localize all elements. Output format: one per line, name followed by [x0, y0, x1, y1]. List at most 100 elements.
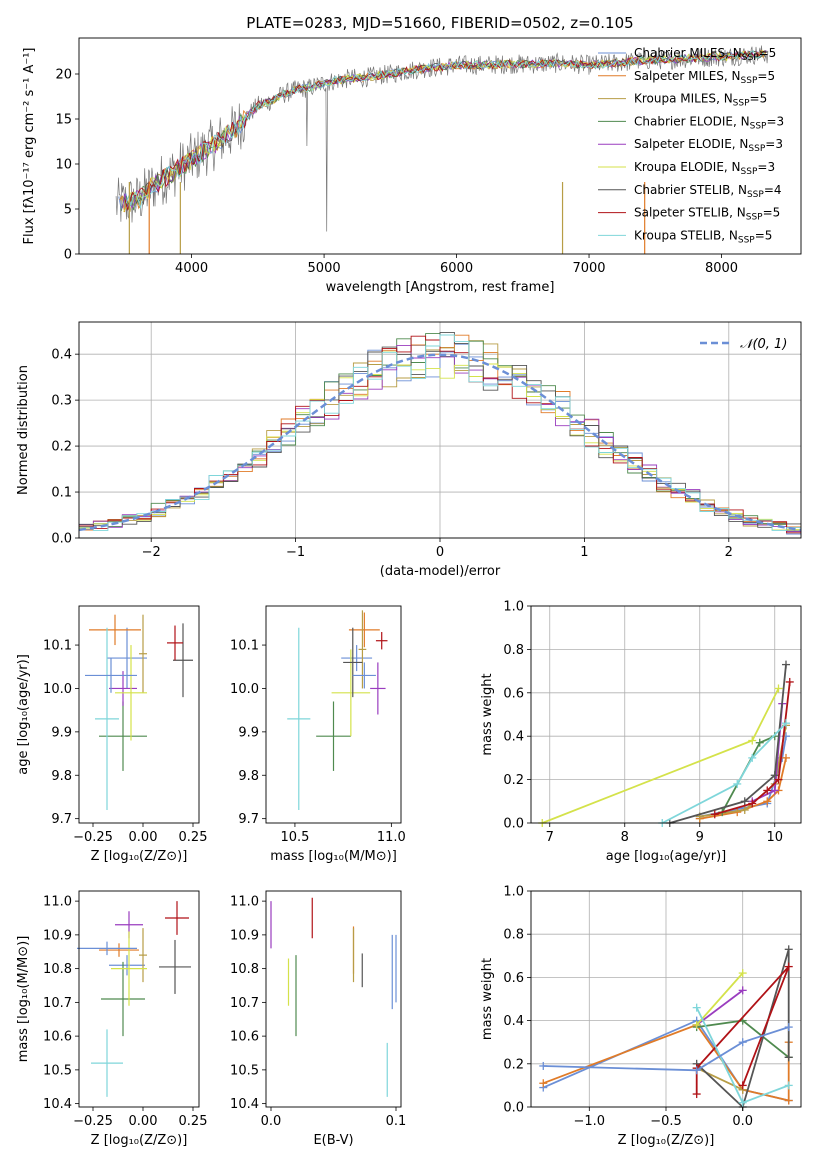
legend-sep: , N	[716, 92, 733, 106]
plus-marker	[784, 962, 793, 971]
legend-subscript: SSP	[747, 190, 764, 200]
x-axis-label: Z [log₁₀(Z/Z⊙)]	[618, 1133, 715, 1148]
legend-model-name: Kroupa ELODIE	[634, 160, 724, 174]
legend-subscript: SSP	[741, 76, 758, 86]
y-tick-label: 0.8	[503, 928, 524, 943]
model-spectrum-line	[123, 50, 767, 208]
y-tick-label: 10.6	[43, 1030, 72, 1045]
mass-weight-series-line	[695, 965, 790, 1094]
mass-vs-z-panel: −0.25 0.00 0.25 10.4 10.5 10.6 10.7 10.8 10.9 11.…	[16, 890, 208, 1148]
y-tick-label: 10.8	[230, 962, 259, 977]
data-point-errorbar	[115, 645, 147, 741]
y-tick-label: 0.6	[503, 686, 524, 701]
plot-area	[85, 614, 193, 810]
plot-area	[538, 660, 794, 827]
x-tick-label: 0.00	[129, 830, 158, 845]
legend-model-name: Kroupa STELIB	[634, 228, 721, 242]
legend-subscript: SSP	[733, 99, 750, 109]
legend-nssp: 4	[774, 183, 782, 197]
y-tick-label: 0.8	[503, 643, 524, 658]
legend-sep: , N	[733, 114, 750, 128]
plot-area	[270, 897, 397, 1097]
x-axis-label: (data-model)/error	[380, 564, 501, 579]
data-point-errorbar	[77, 941, 137, 956]
x-tick-label: 1	[580, 545, 588, 560]
plus-marker	[782, 753, 790, 762]
y-tick-label: 10.5	[230, 1063, 259, 1078]
x-tick-label: 7	[546, 830, 554, 845]
y-tick-label: 9.7	[238, 812, 259, 827]
plot-area	[115, 45, 769, 254]
y-tick-label: 9.9	[51, 725, 72, 740]
y-tick-label: 0.0	[51, 532, 72, 547]
residual-histogram-step	[79, 334, 801, 531]
y-axis-label: mass weight	[480, 673, 495, 755]
legend-eq: =	[763, 206, 773, 220]
plus-marker	[782, 719, 790, 728]
x-tick-label: −0.25	[73, 1114, 113, 1129]
plus-marker	[539, 1079, 548, 1088]
plus-marker	[692, 1090, 701, 1099]
y-tick-label: 10.1	[230, 639, 259, 654]
plus-marker	[738, 986, 747, 995]
y-tick-label: 5	[64, 203, 72, 218]
legend-subscript: SSP	[750, 121, 767, 131]
y-tick-label: 1.0	[503, 885, 524, 900]
ticks: −2 −1 0 1 2 0.0 0.1 0.2 0.3 0.4	[51, 348, 733, 560]
plus-marker	[692, 1066, 701, 1075]
y-tick-label: 20	[55, 68, 72, 83]
plus-marker	[740, 797, 749, 806]
normal-reference-curve	[78, 353, 802, 532]
ticks: 4000 5000 6000 7000 8000 0 5 10 15 20	[55, 68, 738, 277]
y-tick-label: 9.8	[51, 769, 72, 784]
plus-marker	[774, 684, 783, 693]
plus-marker	[774, 775, 783, 784]
legend: 𝒩(0, 1)	[700, 337, 787, 352]
age-vs-z-panel: −0.25 0.00 0.25 9.7 9.8 9.9 10.0 10.1 Z [log₁₀(Z…	[16, 605, 208, 864]
legend-subscript: SSP	[748, 144, 765, 154]
figure-title: PLATE=0283, MJD=51660, FIBERID=0502, z=0…	[246, 14, 633, 32]
residual-histogram-panel: −2 −1 0 1 2 0.0 0.1 0.2 0.3 0.4 (data-model)/error…	[16, 321, 802, 579]
x-axis-label: Z [log₁₀(Z/Z⊙)]	[91, 1133, 188, 1148]
legend-label: Salpeter STELIB, NSSP=5	[634, 206, 780, 223]
data-point-errorbar	[173, 623, 193, 698]
data-point-errorbar	[370, 662, 386, 715]
data-point-errorbar	[341, 645, 373, 672]
axes-frame	[530, 890, 802, 1108]
x-tick-label: 0.25	[179, 830, 208, 845]
y-tick-label: 9.9	[238, 725, 259, 740]
legend-eq: =	[766, 114, 776, 128]
plus-marker	[755, 738, 764, 747]
plus-marker	[692, 1020, 701, 1029]
mass-weight-series-line	[699, 725, 787, 818]
legend-nssp: 5	[769, 46, 777, 60]
ticks: 0.0 0.1 10.4 10.5 10.6 10.7 10.8 10.9 11.0	[230, 895, 406, 1129]
plus-marker	[785, 677, 794, 686]
legend-nssp: 3	[777, 114, 785, 128]
plus-marker	[738, 1038, 747, 1047]
legend-nssp: 3	[767, 160, 775, 174]
data-point-errorbar	[111, 931, 147, 1006]
mass-weight-series-line	[541, 688, 780, 824]
legend-sep: , N	[732, 137, 749, 151]
axes-frame	[78, 321, 802, 539]
x-tick-label: 0.25	[179, 1114, 208, 1129]
x-tick-label: 0.0	[732, 1114, 753, 1129]
grid	[531, 605, 801, 824]
y-axis-label: age [log₁₀(age/yr)]	[16, 654, 31, 775]
legend-label: Chabrier STELIB, NSSP=4	[634, 183, 782, 200]
legend-subscript: SSP	[741, 167, 758, 177]
plus-marker	[738, 1081, 747, 1090]
data-point-errorbar	[331, 649, 371, 737]
x-tick-label: 8000	[705, 261, 738, 276]
legend-nssp: 5	[765, 228, 773, 242]
data-point-errorbar	[107, 627, 147, 689]
axes-frame	[530, 605, 802, 824]
mass-weight-series-line	[661, 722, 787, 824]
legend-label: Kroupa STELIB, NSSP=5	[634, 228, 772, 245]
x-axis-label: wavelength [Angstrom, rest frame]	[326, 280, 555, 295]
legend-eq: =	[750, 92, 760, 106]
legend-model-name: Chabrier ELODIE	[634, 114, 733, 128]
data-point-errorbar	[343, 627, 363, 698]
